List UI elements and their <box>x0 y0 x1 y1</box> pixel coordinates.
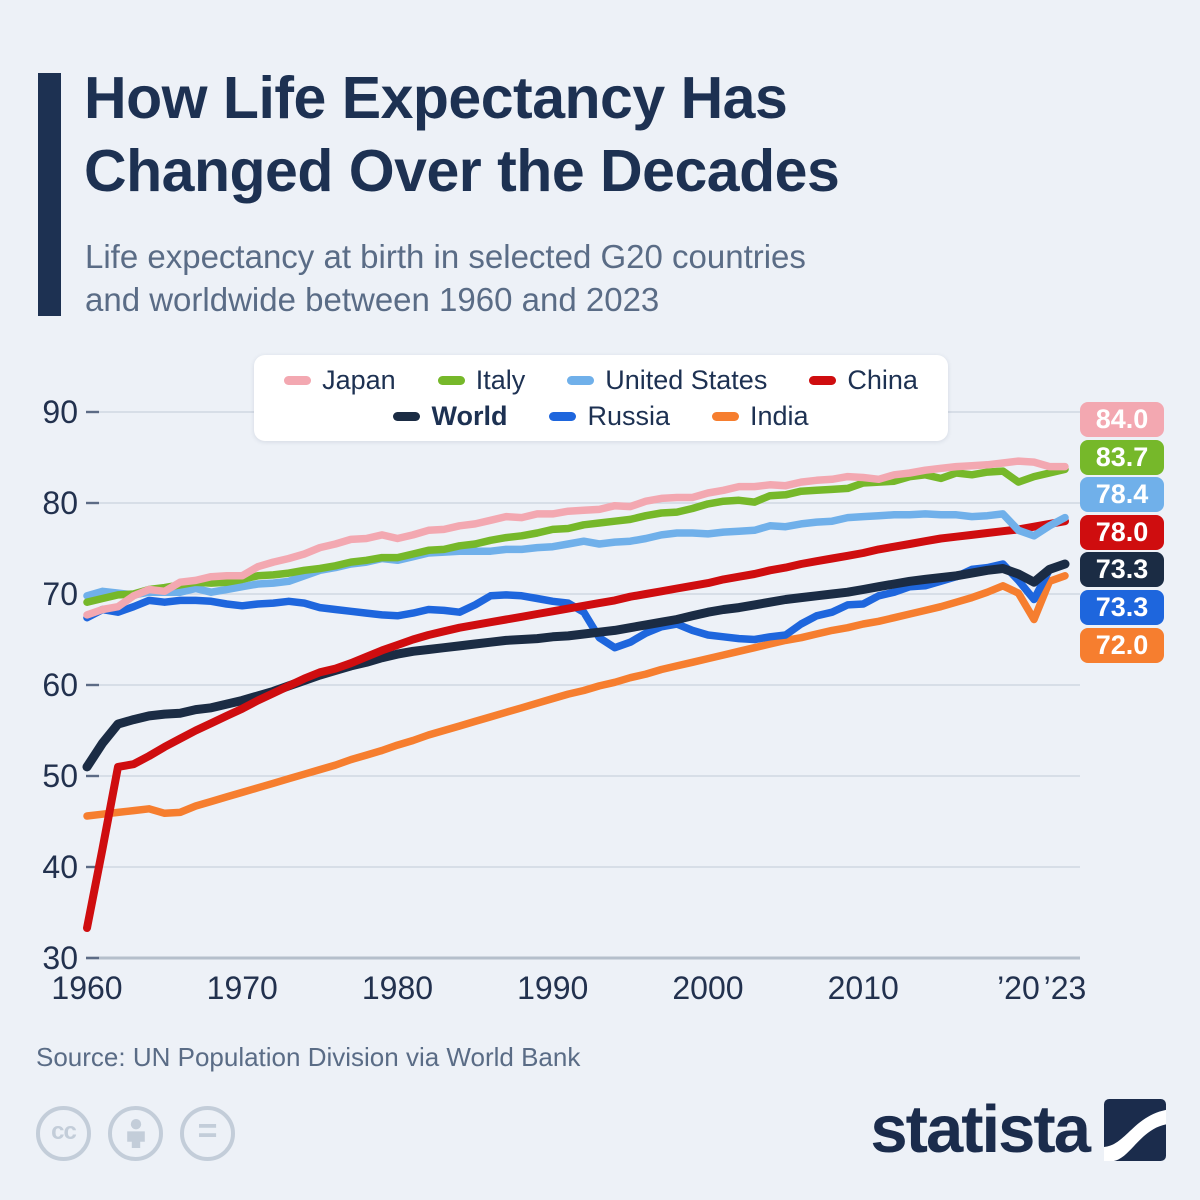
y-axis-label-90: 90 <box>42 394 78 430</box>
legend-swatch-japan <box>284 375 312 385</box>
legend-item-india: India <box>711 400 809 432</box>
legend-item-united-states: United States <box>567 365 767 396</box>
y-axis-label-30: 30 <box>42 940 78 976</box>
source-text: Source: UN Population Division via World… <box>36 1042 581 1072</box>
statista-wordmark: statista <box>870 1092 1091 1167</box>
y-axis-label-60: 60 <box>42 667 78 703</box>
page-subtitle-line1: Life expectancy at birth in selected G20… <box>85 238 806 275</box>
page-title-line2: Changed Over the Decades <box>84 138 840 204</box>
x-axis-label-2000: 2000 <box>672 970 744 1006</box>
legend-item-china: China <box>809 365 918 396</box>
legend-swatch-india <box>711 411 739 421</box>
legend-swatch-united-states <box>567 375 595 385</box>
x-axis-label-1990: 1990 <box>517 970 589 1006</box>
value-badge-italy: 83.7 <box>1080 439 1164 475</box>
legend-label-russia: Russia <box>587 400 670 431</box>
series-line-india <box>83 572 1069 820</box>
legend-label-japan: Japan <box>322 364 396 395</box>
y-axis-label-70: 70 <box>42 576 78 612</box>
person-icon <box>126 1119 145 1148</box>
legend-item-world: World <box>393 401 507 432</box>
legend-label-united-states: United States <box>605 364 768 395</box>
page-title-line1: How Life Expectancy Has <box>84 65 788 131</box>
x-axis-label-1960: 1960 <box>51 970 123 1006</box>
equals-glyph: = <box>197 1111 218 1150</box>
license-icons: cc = <box>36 1106 235 1161</box>
value-badge-japan: 84.0 <box>1080 402 1164 437</box>
x-axis-label-1980: 1980 <box>361 970 434 1006</box>
legend-label-india: India <box>749 400 809 431</box>
value-badge-united-states: 78.4 <box>1080 477 1164 513</box>
legend: Japan Italy United States China World Russia I… <box>254 355 948 441</box>
y-axis-label-50: 50 <box>42 758 78 794</box>
legend-row-1: Japan Italy United States China <box>284 365 918 396</box>
page-subtitle-line2: and worldwide between 1960 and 2023 <box>85 281 660 318</box>
legend-row-2: World Russia India <box>393 400 809 432</box>
legend-label-world: World <box>431 400 508 431</box>
legend-label-china: China <box>847 364 918 395</box>
statista-logo-icon <box>1104 1098 1166 1161</box>
legend-label-italy: Italy <box>475 364 526 395</box>
value-badge-china: 78.0 <box>1080 514 1164 550</box>
cc-glyph: cc <box>51 1118 77 1145</box>
series-line-united-states <box>83 510 1069 600</box>
legend-swatch-russia <box>549 411 577 421</box>
no-derivatives-icon: = <box>180 1106 235 1161</box>
value-badge-world: 73.3 <box>1080 552 1164 588</box>
page-title: How Life Expectancy Has Changed Over the… <box>84 62 840 208</box>
legend-item-italy: Italy <box>437 364 526 396</box>
x-axis-label-2023: ’23 <box>1043 970 1087 1006</box>
legend-item-japan: Japan <box>284 365 396 396</box>
series-line-italy <box>83 465 1069 606</box>
series-line-russia <box>83 560 1069 652</box>
y-axis-label-80: 80 <box>42 485 78 521</box>
legend-swatch-world <box>393 411 421 421</box>
x-axis-label-2020: ’20 <box>997 970 1040 1006</box>
series-line-world <box>82 559 1070 772</box>
y-axis-label-40: 40 <box>42 849 78 885</box>
page-subtitle: Life expectancy at birth in selected G20… <box>85 235 806 321</box>
legend-swatch-italy <box>437 375 465 385</box>
creative-commons-icon: cc <box>36 1106 91 1161</box>
title-accent-bar <box>38 73 61 316</box>
legend-item-russia: Russia <box>549 401 670 432</box>
attribution-icon <box>108 1106 163 1161</box>
value-badge-india: 72.0 <box>1080 627 1164 663</box>
series-line-china <box>83 517 1069 932</box>
x-axis-label-1970: 1970 <box>206 970 278 1006</box>
statista-logo: statista <box>870 1096 1166 1163</box>
x-axis-label-2010: 2010 <box>827 970 899 1006</box>
value-badge-russia: 73.3 <box>1080 590 1164 625</box>
series-line-japan <box>83 457 1069 619</box>
legend-swatch-china <box>809 375 837 385</box>
